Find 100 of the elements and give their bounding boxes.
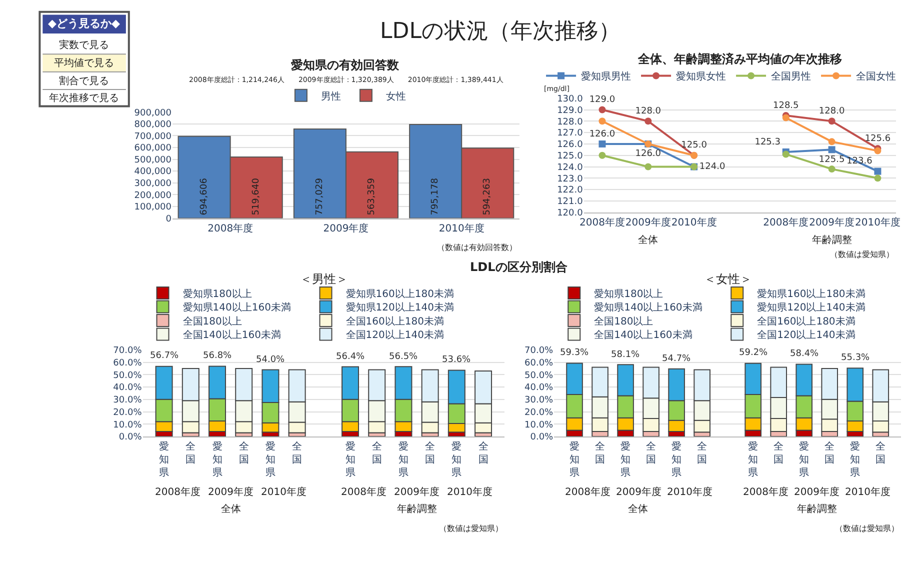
y-tick-label: 125.0: [557, 152, 584, 162]
y-tick-label: 120.0: [557, 208, 584, 219]
y-tick-label: 20.0%: [113, 408, 142, 418]
total-label: 59.2%: [739, 348, 768, 358]
text: 全体: [628, 503, 648, 515]
legend-label: 女性: [386, 90, 406, 102]
data-label: 124.0: [699, 162, 726, 172]
text: LDLの状況（年次推移）: [380, 19, 620, 44]
y-tick-label: 100,000: [134, 202, 172, 213]
legend-label: 愛知県180以上: [594, 288, 664, 300]
x-tick-label: 全国: [595, 440, 606, 466]
data-label: 125.6: [864, 134, 891, 144]
total-label: 56.8%: [203, 351, 232, 361]
y-tick-label: 500,000: [134, 155, 172, 166]
x-tick-label: 愛知県: [398, 440, 408, 478]
x-tick-label: 全国: [876, 440, 886, 466]
legend-label: 全国男性: [771, 70, 812, 83]
x-tick-label: 2008年度: [763, 216, 809, 228]
y-tick-label: 128.0: [557, 117, 584, 128]
x-tick-label: 2009年度: [323, 222, 369, 234]
x-tick-label: 全国: [824, 440, 835, 466]
x-tick-label: 全国: [186, 440, 196, 466]
y-tick-label: 0: [166, 214, 172, 224]
point: [828, 138, 836, 146]
y-tick-label: 700,000: [134, 132, 172, 142]
data-label: 757,029: [314, 178, 325, 216]
point: [828, 166, 836, 173]
x-tick-label: 愛知県: [265, 440, 276, 478]
y-tick-label: 400,000: [134, 167, 172, 178]
y-tick-label: 0.0%: [118, 432, 142, 443]
legend-label: 愛知県120以上140未満: [757, 302, 866, 314]
y-tick-label: 123.0: [557, 174, 584, 184]
x-tick-label: 愛知県: [345, 440, 356, 478]
text: （数値は愛知県）: [439, 524, 503, 533]
point: [644, 118, 652, 125]
point: [598, 118, 606, 125]
data-label: 795,178: [430, 178, 441, 216]
legend-label: 愛知県180以上: [182, 288, 252, 300]
y-tick-label: 60.0%: [524, 358, 554, 368]
y-tick-label: 122.0: [557, 186, 584, 196]
chart-title: 愛知県の有効回答数: [291, 58, 400, 72]
text: 2008年度: [565, 486, 610, 498]
y-tick-label: 50.0%: [524, 370, 554, 381]
y-tick-label: 127.0: [557, 128, 584, 139]
text: 2009年度: [394, 486, 440, 498]
total-label: 54.0%: [256, 355, 286, 365]
y-tick-label: 40.0%: [524, 383, 554, 394]
x-tick-label: 全国: [238, 440, 249, 466]
text: 全体: [638, 234, 658, 246]
data-label: 694,606: [199, 178, 210, 216]
y-tick-label: 300,000: [134, 179, 172, 190]
data-label: 126.0: [635, 149, 662, 160]
x-tick-label: 全国: [425, 440, 436, 466]
total-label: 59.3%: [560, 348, 590, 358]
text: （数値は愛知県）: [835, 524, 899, 533]
x-tick-label: 2010年度: [671, 216, 717, 228]
data-label: 126.0: [589, 129, 616, 140]
text: 2010年度: [261, 486, 306, 498]
text: 全体: [221, 503, 241, 515]
y-tick-label: 60.0%: [113, 358, 142, 368]
text: 年次推移で見る: [49, 92, 119, 104]
text: ◆どう見るか◆: [48, 17, 120, 30]
y-tick-label: 121.0: [557, 197, 584, 208]
x-tick-label: 全国: [478, 440, 488, 466]
legend-label: 愛知県140以上160未満: [594, 302, 702, 314]
legend-label: 愛知県男性: [581, 70, 632, 83]
point: [598, 106, 606, 114]
text: 2010年度: [447, 486, 492, 498]
total-label: 58.1%: [611, 350, 640, 360]
text: 2009年度: [794, 486, 840, 498]
legend-label: 全国180以上: [594, 315, 654, 328]
data-label: 128.0: [635, 106, 662, 117]
data-label: 129.0: [589, 95, 616, 106]
text: 2008年度: [155, 486, 200, 498]
legend-label: 愛知県160以上180未満: [757, 288, 866, 300]
x-tick-label: 2010年度: [854, 216, 900, 228]
y-tick-label: 50.0%: [113, 370, 142, 381]
text: 2008年度: [341, 486, 386, 498]
legend-label: 全国160以上180未満: [757, 315, 856, 328]
x-tick-label: 愛知県: [570, 440, 580, 478]
total-label: 54.7%: [662, 354, 692, 364]
total-label: 56.7%: [150, 351, 180, 361]
point: [598, 140, 606, 148]
legend-label: 愛知県140以上160未満: [182, 302, 291, 314]
legend-label: 愛知県160以上180未満: [346, 288, 454, 300]
legend-label: 全国180以上: [182, 315, 242, 328]
y-tick-label: 900,000: [134, 108, 172, 118]
point: [874, 174, 882, 182]
point: [874, 168, 882, 175]
legend-label: 全国120以上140未満: [346, 329, 444, 342]
text: （数値は愛知県）: [830, 250, 894, 259]
point: [782, 114, 790, 122]
y-tick-label: 800,000: [134, 120, 172, 130]
text: 2010年度: [667, 486, 712, 498]
chart-title: ＜男性＞: [300, 272, 348, 286]
text: 年齢調整: [812, 234, 852, 246]
text: 年齢調整: [797, 503, 837, 515]
data-label: 128.5: [773, 100, 799, 111]
x-tick-label: 愛知県: [212, 440, 222, 478]
y-tick-label: 126.0: [557, 140, 584, 150]
